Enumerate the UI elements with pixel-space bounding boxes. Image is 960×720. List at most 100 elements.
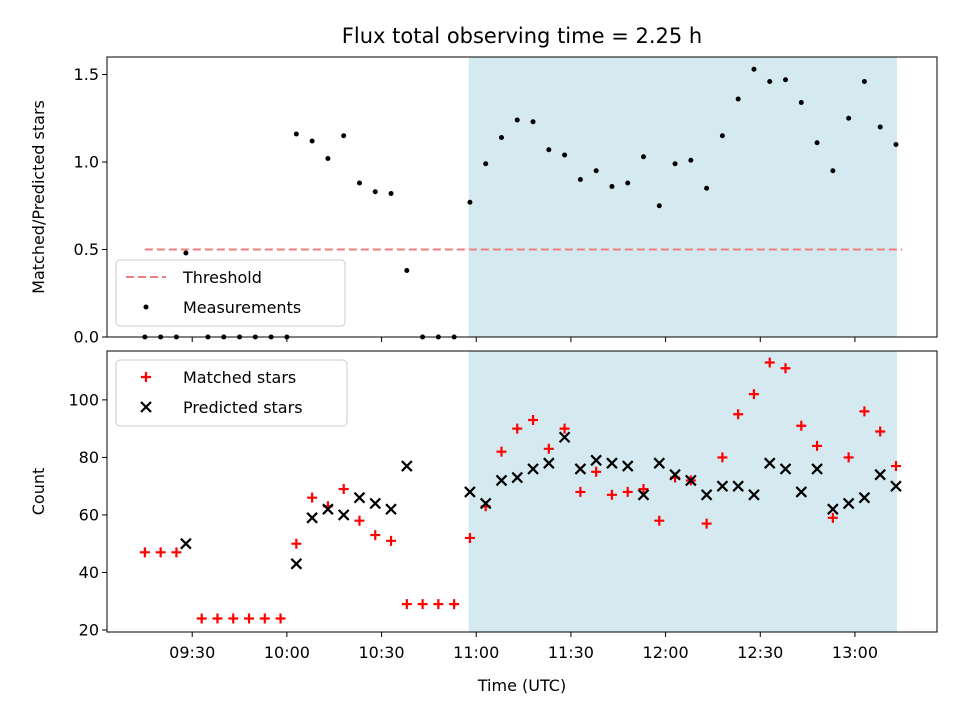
data-point	[559, 423, 570, 434]
axes-frame	[106, 350, 938, 633]
x-tick-label: 11:30	[548, 643, 594, 662]
data-point	[748, 389, 759, 400]
x-tick-label: 12:30	[737, 643, 783, 662]
data-point	[307, 492, 318, 503]
y-tick-label: 100	[68, 390, 99, 409]
data-point	[577, 177, 583, 182]
x-tick-label: 10:30	[359, 643, 405, 662]
legend: Threshold Measurements	[115, 259, 346, 327]
data-point	[637, 489, 650, 501]
star-count-panel: 20 40 60 80 100 09:30 10:00 10:30 11:00 11:30 12:0…	[29, 350, 938, 662]
data-point	[609, 184, 615, 189]
x-tick-label: 10:00	[264, 643, 310, 662]
data-point	[796, 420, 807, 431]
legend-label: Measurements	[183, 298, 301, 317]
legend-marker	[143, 304, 149, 310]
data-point	[890, 461, 901, 472]
data-point	[827, 512, 838, 523]
y-tick-label: 1.0	[74, 153, 99, 172]
data-point	[701, 518, 712, 529]
data-point	[372, 189, 378, 195]
data-point	[733, 409, 744, 420]
data-point	[356, 180, 362, 186]
x-tick-label: 12:00	[643, 643, 689, 662]
data-point	[467, 199, 473, 205]
y-axis-label: Count	[29, 468, 48, 516]
y-tick-label: 80	[79, 448, 99, 467]
data-point	[843, 452, 854, 463]
x-tick-label: 11:00	[453, 643, 499, 662]
data-point	[748, 489, 760, 501]
data-point	[498, 135, 504, 140]
data-point	[483, 161, 489, 167]
data-point	[751, 66, 757, 72]
data-point	[842, 497, 855, 510]
data-point	[783, 77, 789, 83]
data-point	[306, 512, 318, 524]
data-point	[574, 463, 587, 475]
data-point	[338, 484, 349, 495]
legend-marker	[141, 372, 151, 382]
data-point	[259, 613, 270, 624]
series-predicted-stars	[180, 431, 902, 570]
data-point	[606, 457, 618, 469]
legend-box	[115, 359, 348, 427]
data-point	[275, 613, 286, 624]
data-point	[858, 491, 871, 504]
data-point	[621, 460, 634, 472]
data-point	[700, 489, 713, 501]
data-point	[593, 168, 599, 174]
data-point	[449, 599, 460, 610]
data-point	[622, 486, 633, 497]
data-point	[511, 471, 524, 484]
data-point	[719, 133, 725, 139]
data-point	[183, 250, 189, 256]
data-point	[496, 446, 507, 457]
data-point	[464, 486, 476, 498]
data-point	[291, 538, 302, 549]
data-point	[293, 131, 299, 137]
data-point	[795, 486, 808, 498]
data-point	[514, 117, 520, 123]
data-point	[401, 460, 413, 472]
legend-marker	[140, 401, 152, 413]
y-tick-label: 0.5	[74, 240, 99, 259]
y-tick-label: 40	[79, 563, 99, 582]
data-point	[638, 484, 649, 495]
data-point	[779, 463, 792, 475]
data-point	[763, 457, 776, 469]
legend-box	[115, 259, 346, 327]
data-point	[859, 406, 870, 417]
data-point	[433, 599, 444, 610]
data-point	[798, 100, 804, 105]
y-tick-label: 0.0	[74, 328, 99, 347]
data-point	[527, 463, 539, 475]
data-point	[512, 423, 523, 434]
legend: Matched stars Predicted stars	[115, 359, 348, 427]
data-point	[369, 497, 382, 510]
axes-frame	[106, 56, 938, 338]
data-point	[528, 415, 539, 426]
data-point	[830, 168, 836, 174]
data-point	[827, 503, 839, 515]
chart-title: Flux total observing time = 2.25 h	[342, 24, 702, 48]
data-point	[386, 535, 397, 546]
data-point	[543, 443, 554, 454]
data-point	[812, 440, 823, 451]
legend-label: Threshold	[182, 268, 262, 287]
y-tick-label: 1.5	[74, 65, 99, 84]
data-point	[404, 268, 410, 273]
data-point	[606, 489, 617, 500]
data-point	[764, 357, 775, 368]
data-point	[322, 503, 334, 515]
data-point	[337, 509, 350, 521]
x-axis-label: Time (UTC)	[477, 676, 566, 695]
data-point	[353, 491, 366, 504]
data-point	[893, 142, 899, 147]
data-point	[244, 613, 255, 624]
data-point	[155, 547, 166, 558]
data-point	[139, 547, 150, 558]
data-point	[732, 480, 744, 492]
data-point	[309, 138, 315, 144]
data-point	[341, 133, 347, 139]
